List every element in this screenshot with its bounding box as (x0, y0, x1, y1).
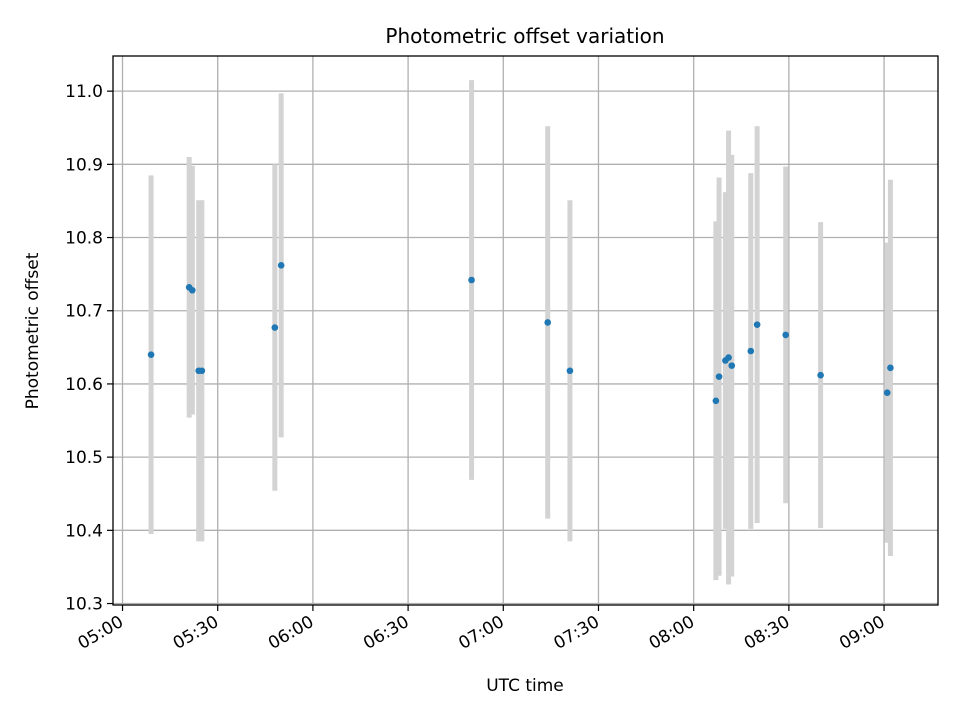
y-axis-ticks: 10.3 10.4 10.5 10.6 10.7 10.8 10.9 11.0 (65, 82, 113, 615)
data-point (782, 331, 789, 339)
data-point (712, 397, 720, 405)
data-point (271, 324, 279, 331)
data-point (887, 364, 894, 372)
grid (113, 56, 938, 605)
data-point (566, 367, 574, 375)
y-tick-label: 10.3 (65, 595, 103, 615)
data-point (277, 262, 285, 269)
data-point (544, 319, 552, 326)
chart-title: Photometric offset variation (385, 24, 664, 48)
y-tick-label: 10.8 (65, 229, 103, 249)
data-point (147, 351, 155, 358)
data-point (725, 354, 732, 361)
y-tick-label: 10.9 (65, 155, 103, 175)
y-tick-label: 10.6 (65, 375, 103, 395)
data-point (747, 347, 755, 355)
x-axis-label: UTC time (486, 676, 564, 696)
data-point (817, 371, 824, 379)
data-point (468, 276, 475, 284)
y-tick-label: 10.4 (65, 521, 103, 541)
data-point (715, 373, 723, 380)
data-point (189, 286, 196, 294)
y-tick-label: 11.0 (65, 82, 103, 102)
y-axis-label: Photometric offset (23, 252, 43, 409)
data-point (753, 321, 761, 328)
data-point (198, 367, 206, 375)
y-tick-label: 10.5 (65, 448, 103, 468)
data-point (728, 362, 736, 369)
data-point (883, 389, 891, 397)
plot-frame (112, 55, 939, 606)
y-tick-label: 10.7 (65, 302, 103, 322)
data-points (147, 262, 894, 405)
